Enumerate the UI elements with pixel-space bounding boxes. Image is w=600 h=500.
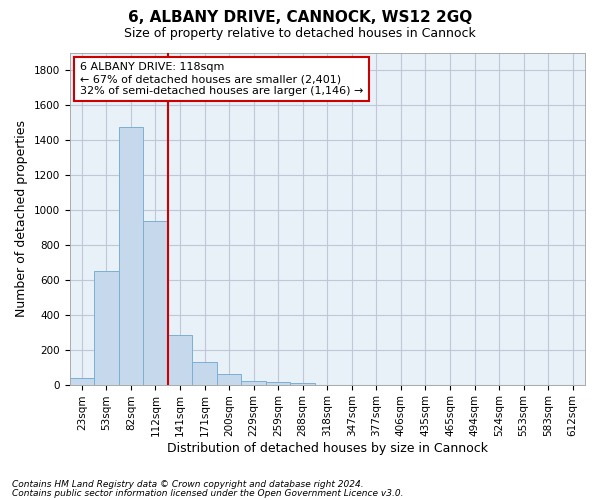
Bar bbox=[217, 374, 241, 384]
Bar bbox=[94, 272, 119, 384]
Bar bbox=[70, 378, 94, 384]
Bar bbox=[266, 382, 290, 384]
Bar bbox=[192, 362, 217, 384]
Text: Contains public sector information licensed under the Open Government Licence v3: Contains public sector information licen… bbox=[12, 488, 404, 498]
Text: Size of property relative to detached houses in Cannock: Size of property relative to detached ho… bbox=[124, 28, 476, 40]
Bar bbox=[241, 381, 266, 384]
Bar bbox=[168, 335, 192, 384]
X-axis label: Distribution of detached houses by size in Cannock: Distribution of detached houses by size … bbox=[167, 442, 488, 455]
Y-axis label: Number of detached properties: Number of detached properties bbox=[15, 120, 28, 317]
Bar bbox=[119, 127, 143, 384]
Bar bbox=[143, 220, 168, 384]
Text: Contains HM Land Registry data © Crown copyright and database right 2024.: Contains HM Land Registry data © Crown c… bbox=[12, 480, 364, 489]
Bar bbox=[290, 383, 315, 384]
Text: 6 ALBANY DRIVE: 118sqm
← 67% of detached houses are smaller (2,401)
32% of semi-: 6 ALBANY DRIVE: 118sqm ← 67% of detached… bbox=[80, 62, 363, 96]
Text: 6, ALBANY DRIVE, CANNOCK, WS12 2GQ: 6, ALBANY DRIVE, CANNOCK, WS12 2GQ bbox=[128, 10, 472, 25]
